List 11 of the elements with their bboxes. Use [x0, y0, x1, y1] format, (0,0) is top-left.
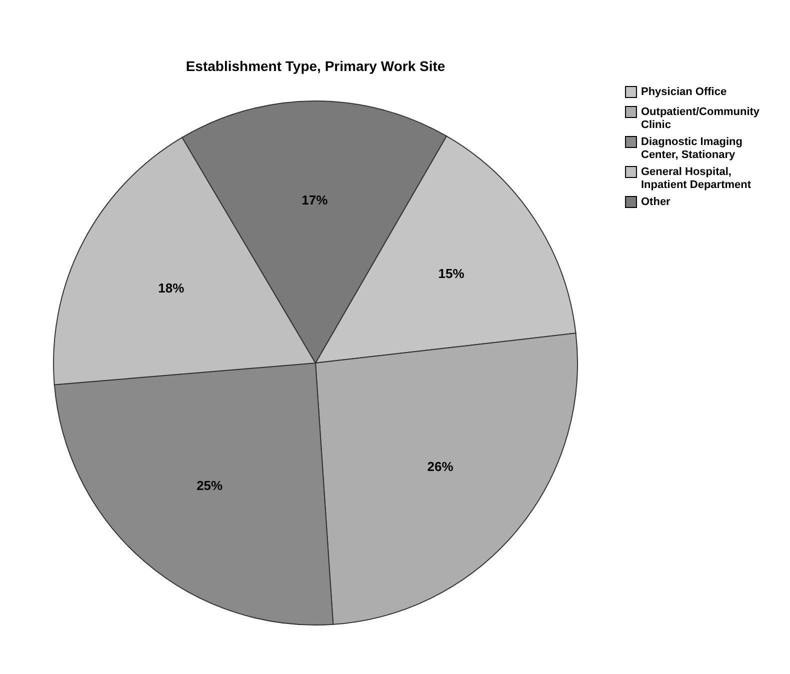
data-label: 15% — [438, 266, 465, 281]
legend-label: Other — [641, 196, 672, 208]
legend-label: Outpatient/Community Clinic — [641, 106, 760, 131]
data-label: 17% — [302, 192, 328, 208]
legend-label: Physician Office — [641, 86, 727, 98]
data-label: 26% — [427, 458, 454, 474]
legend-label: General Hospital, Inpatient Department — [641, 166, 752, 191]
data-label: 18% — [158, 280, 185, 296]
chart-title: Establishment Type, Primary Work Site — [186, 58, 446, 74]
data-label: 25% — [196, 478, 224, 494]
legend-label: Diagnostic Imaging Center, Stationary — [641, 136, 742, 161]
